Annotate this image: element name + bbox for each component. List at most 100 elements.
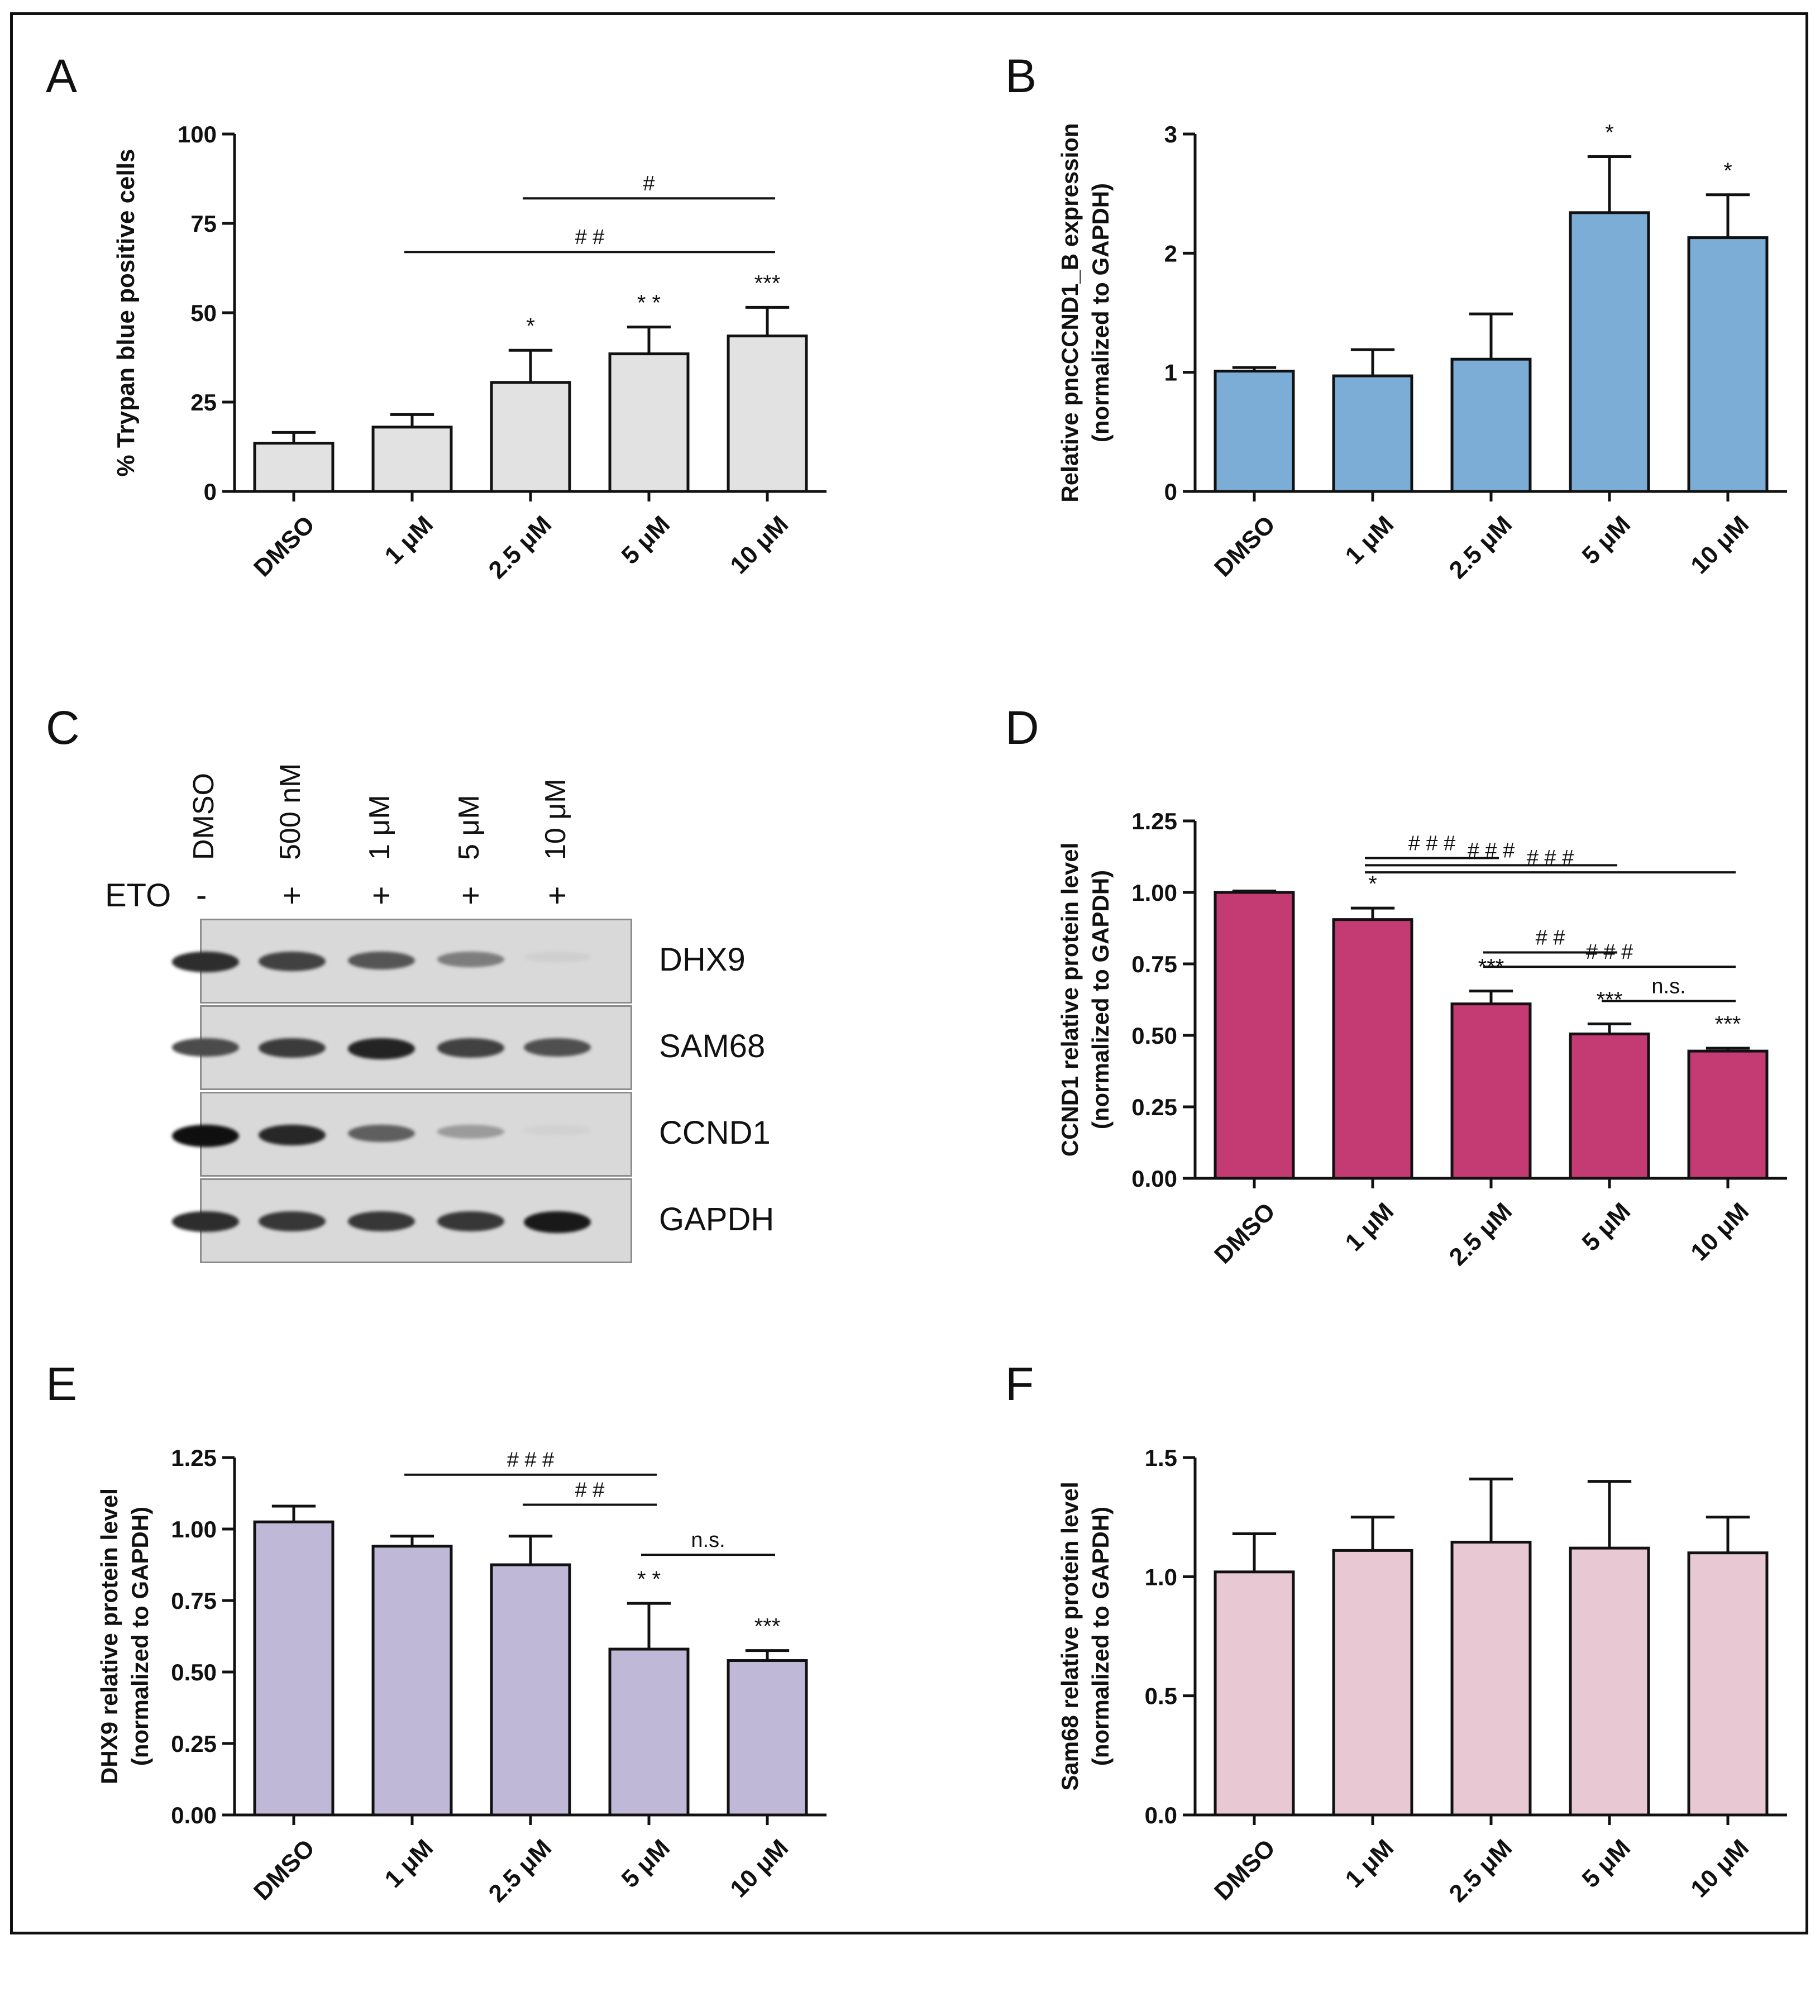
blot-band xyxy=(172,1211,239,1232)
bar xyxy=(1569,1546,1650,1817)
category-label: 2.5 μM xyxy=(1444,1834,1517,1907)
y-axis-subtitle: (normalized to GAPDH) xyxy=(1087,870,1114,1129)
significance-label: *** xyxy=(1597,988,1623,1012)
comparison-label: # # # xyxy=(1586,940,1633,964)
category-label: 1 μM xyxy=(380,510,439,570)
comparison-label: # # # xyxy=(507,1449,555,1472)
y-tick-label: 0 xyxy=(204,479,217,505)
category-label: 10 μM xyxy=(1685,510,1754,579)
blot-column-label: DMSO xyxy=(188,773,220,860)
blot-row-label: CCND1 xyxy=(659,1115,771,1151)
blot-row-label: DHX9 xyxy=(659,942,746,978)
bar xyxy=(490,381,571,493)
category-label: 5 μM xyxy=(1577,510,1636,570)
panel-label-e: E xyxy=(46,1358,78,1410)
blot-treatment-sign: - xyxy=(196,877,207,914)
blot-treatment-sign: + xyxy=(548,877,567,914)
panel-label-a: A xyxy=(46,50,78,102)
bar xyxy=(727,1659,808,1817)
blot-row-label: SAM68 xyxy=(659,1028,766,1064)
blot-band xyxy=(437,1211,504,1231)
significance-label: *** xyxy=(754,1614,781,1639)
category-label: 1 μM xyxy=(380,1834,439,1893)
blot-band xyxy=(348,952,415,970)
comparison-label: n.s. xyxy=(1651,975,1685,999)
comparison-label: # # # xyxy=(1408,832,1456,856)
y-tick-label: 0 xyxy=(1164,479,1177,505)
category-label: 10 μM xyxy=(1685,1197,1754,1266)
blot-treatment-sign: + xyxy=(283,877,302,914)
blot-band xyxy=(524,952,591,962)
blot-column-label: 10 μM xyxy=(539,778,572,860)
comparison-label: # # # xyxy=(1527,846,1574,870)
y-tick-label: 0.75 xyxy=(1131,951,1177,977)
blot-band xyxy=(437,1038,504,1058)
category-label: DMSO xyxy=(1209,1834,1281,1905)
chart-f-sam68-protein: 0.0 0.5 1.0 1.5 DMSO 1 μM 2.5 μM 5 μM 10 μM Sam68… xyxy=(1057,1445,1787,1908)
bar xyxy=(253,1520,335,1817)
panel-label-d: D xyxy=(1005,701,1039,754)
category-label: 2.5 μM xyxy=(1444,1197,1517,1270)
bar xyxy=(1687,1551,1769,1817)
bar xyxy=(1450,1540,1532,1817)
western-blot-panel: DMSO 500 nM 1 μM 5 μM 10 μM ETO - + + + + DHX9 SAM68… xyxy=(84,709,838,1279)
y-tick-label: 50 xyxy=(190,300,217,326)
category-label: 1 μM xyxy=(1340,510,1399,570)
blot-strip-gapdh xyxy=(172,1178,632,1263)
bar xyxy=(1214,891,1295,1180)
y-tick-label: 1.5 xyxy=(1145,1445,1177,1471)
comparison-label: # # # xyxy=(1468,839,1515,862)
blot-strip-ccnd1 xyxy=(172,1092,632,1177)
comparison-label: # # xyxy=(575,226,605,249)
y-tick-label: 1.00 xyxy=(1131,880,1177,906)
blot-band xyxy=(259,1038,326,1058)
y-axis-title: % Trypan blue positive cells xyxy=(112,149,140,477)
blot-column-label: 500 nM xyxy=(274,763,307,860)
significance-label: * * xyxy=(637,291,661,316)
chart-a-trypan-blue: 0 25 50 75 100 DMSO 1 μM * 2.5 μM * * 5 μM *** 10 μM… xyxy=(112,121,827,584)
bar xyxy=(1214,1570,1295,1817)
y-tick-label: 1.0 xyxy=(1145,1564,1177,1590)
blot-strip-dhx9 xyxy=(172,919,632,1004)
bar xyxy=(490,1563,571,1817)
bar xyxy=(608,1647,690,1817)
bar xyxy=(1450,357,1532,493)
comparison-label: n.s. xyxy=(691,1528,725,1552)
category-label: DMSO xyxy=(1209,1197,1281,1269)
blot-band xyxy=(437,1125,504,1139)
bar xyxy=(1569,1032,1650,1180)
blot-treatment-sign: + xyxy=(372,877,391,914)
bar xyxy=(727,335,808,493)
y-tick-label: 0.00 xyxy=(1131,1165,1177,1192)
significance-label: * * xyxy=(637,1567,661,1592)
y-tick-label: 1.00 xyxy=(171,1516,217,1542)
panel-label-b: B xyxy=(1005,50,1037,102)
blot-band xyxy=(172,1125,239,1147)
y-tick-label: 1.25 xyxy=(1131,808,1177,834)
blot-band xyxy=(259,952,326,971)
blot-band xyxy=(524,1125,591,1135)
category-label: DMSO xyxy=(249,510,320,582)
blot-band xyxy=(348,1211,415,1231)
y-tick-label: 0.5 xyxy=(1145,1683,1177,1709)
category-label: 2.5 μM xyxy=(1444,510,1517,584)
y-axis-subtitle: (normalized to GAPDH) xyxy=(127,1507,153,1766)
y-tick-label: 3 xyxy=(1164,121,1177,147)
category-label: 2.5 μM xyxy=(484,1834,557,1907)
chart-e-dhx9-protein: 0.00 0.25 0.50 0.75 1.00 1.25 DMSO 1 μM 2.5 μM * … xyxy=(96,1445,827,1908)
blot-band xyxy=(524,1038,591,1057)
bar xyxy=(253,442,335,493)
chart-d-ccnd1-protein: 0.00 0.25 0.50 0.75 1.00 1.25 DMSO * 1 μM *** 2.5 … xyxy=(1057,808,1787,1271)
category-label: DMSO xyxy=(1209,510,1281,582)
category-label: 5 μM xyxy=(1577,1834,1636,1893)
bar xyxy=(1687,236,1769,493)
y-tick-label: 0.25 xyxy=(171,1731,217,1757)
y-axis-subtitle: (normalized to GAPDH) xyxy=(1087,1507,1114,1766)
blot-band xyxy=(172,1038,239,1057)
blot-treatment-sign: + xyxy=(461,877,480,914)
significance-label: *** xyxy=(754,271,781,295)
category-label: 10 μM xyxy=(725,1834,794,1903)
chart-b-pnccnd1-expression: 0 1 2 3 DMSO 1 μM 2.5 μM * 5 μM * 10 μM Relative pn… xyxy=(1057,121,1787,584)
figure-frame xyxy=(10,12,1808,1934)
significance-label: * xyxy=(1368,872,1377,896)
